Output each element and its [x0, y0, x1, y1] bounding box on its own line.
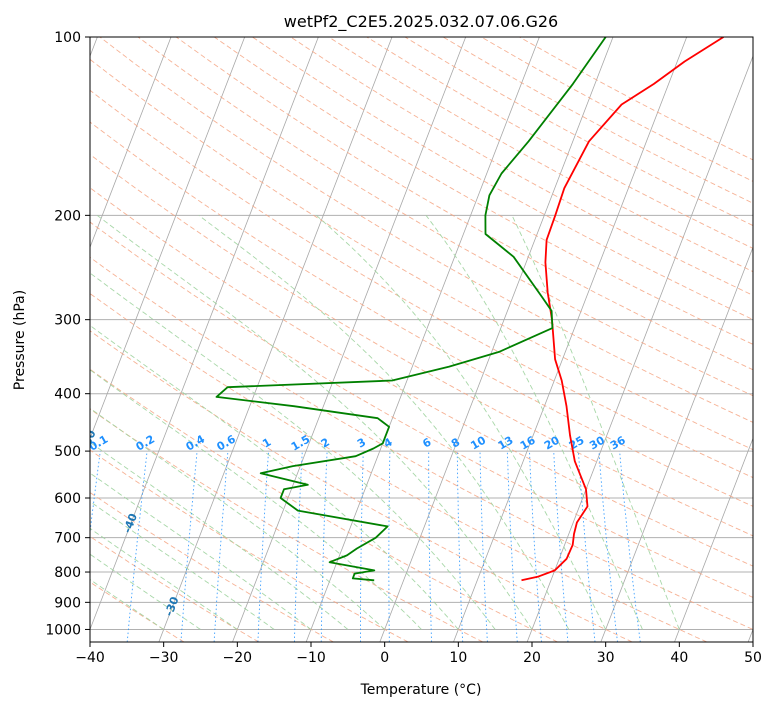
moist-adiabat [90, 527, 238, 630]
y-tick-label: 900 [54, 595, 81, 611]
y-tick-label: 600 [54, 491, 81, 507]
mixing-ratio-line [619, 451, 641, 642]
mixing-ratio-line [553, 451, 569, 642]
dry-adiabat [90, 121, 753, 507]
dry-adiabat [90, 58, 753, 451]
mixing-ratio-line [90, 451, 101, 536]
dry-adiabat [90, 449, 409, 642]
y-tick-label: 1000 [45, 622, 81, 638]
moist-adiabat [90, 553, 201, 630]
dry-adiabat [137, 37, 753, 397]
isotherm-line [453, 37, 688, 642]
x-tick-label: −40 [75, 650, 105, 666]
x-tick-label: 20 [523, 650, 541, 666]
moist-adiabat [96, 214, 533, 630]
isotherm-line [674, 437, 753, 642]
isotherm-line [526, 54, 753, 642]
isotherm-line [158, 37, 393, 642]
x-tick-label: 10 [449, 650, 467, 666]
dry-adiabat [175, 37, 753, 371]
x-tick-label: −20 [223, 650, 253, 666]
mixing-ratio-line [598, 451, 618, 642]
y-tick-label: 200 [54, 208, 81, 224]
dry-adiabat [90, 221, 753, 598]
moist-adiabat [90, 578, 164, 630]
x-tick-label: 0 [380, 650, 389, 666]
y-tick-label: 500 [54, 444, 81, 460]
x-tick-label: −10 [296, 650, 326, 666]
dry-adiabat [90, 153, 753, 537]
y-tick-label: 700 [54, 531, 81, 547]
y-axis-label: Pressure (hPa) [12, 290, 28, 390]
moist-adiabat [511, 215, 680, 630]
dry-adiabat [90, 535, 259, 642]
moist-adiabat [90, 324, 459, 630]
x-axis-label: Temperature (°C) [360, 682, 482, 698]
isotherm-line [90, 37, 246, 440]
isotherm-line [600, 246, 753, 642]
moist-adiabat [316, 214, 607, 630]
y-tick-label: 300 [54, 313, 81, 329]
temperature-profile [521, 37, 724, 582]
mixing-ratio-line [577, 451, 596, 642]
mixing-ratio-line [126, 451, 148, 642]
mixing-ratio-line [180, 451, 198, 642]
axes: −40 −30 −20 −10 0 10 20 30 40 50 100 200 300 400 500 60… [45, 30, 762, 666]
y-tick-label: 100 [54, 30, 81, 46]
moist-adiabat [198, 214, 570, 630]
chart-title: wetPf2_C2E5.2025.032.07.06.G26 [284, 12, 558, 32]
moist-adiabat [90, 441, 349, 630]
x-tick-label: 30 [597, 650, 615, 666]
x-tick-label: 50 [744, 650, 762, 666]
isotherm-label: -50 [79, 428, 98, 452]
dry-adiabat [90, 330, 633, 642]
y-tick-label: 800 [54, 565, 81, 581]
isotherm-line [90, 37, 319, 631]
isotherm-line [379, 37, 614, 642]
dry-adiabat [90, 491, 334, 642]
y-tick-label: 400 [54, 387, 81, 403]
dry-adiabat [90, 408, 484, 642]
x-tick-label: −30 [149, 650, 179, 666]
isotherm-line [90, 37, 172, 249]
dewpoint-profile [215, 37, 607, 582]
moist-adiabat [90, 407, 385, 630]
plot-frame [89, 36, 754, 643]
dry-adiabat [90, 293, 708, 642]
isotherm-line [232, 37, 467, 642]
moist-adiabat [90, 272, 496, 630]
dry-adiabat [99, 37, 753, 423]
x-tick-label: 40 [670, 650, 688, 666]
moist-adiabat [90, 369, 422, 630]
dry-adiabat [90, 256, 753, 630]
moist-adiabat [90, 472, 312, 630]
